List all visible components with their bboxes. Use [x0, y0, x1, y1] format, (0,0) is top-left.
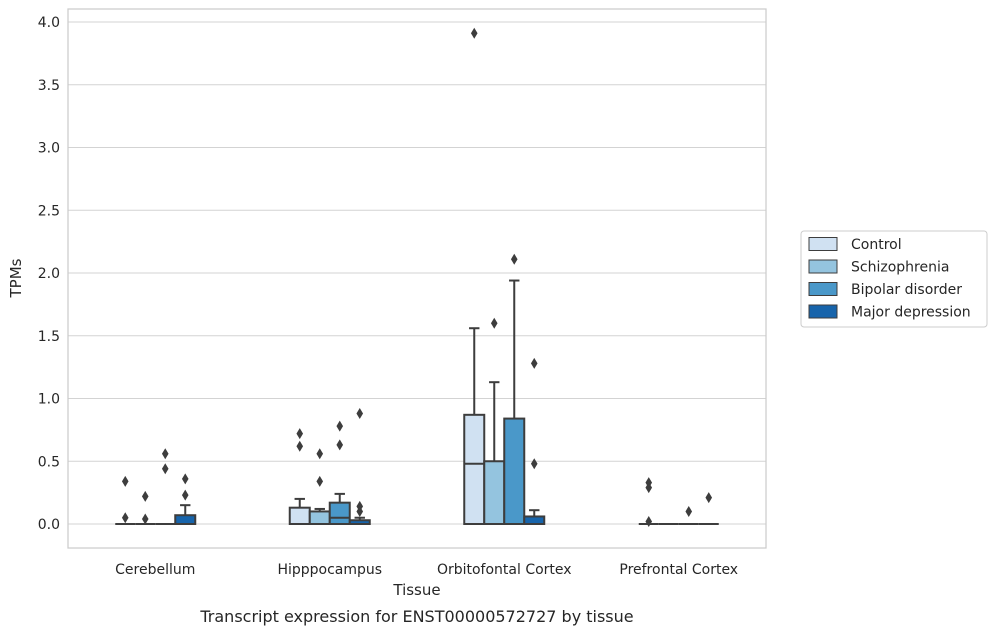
legend-label: Major depression: [851, 305, 971, 321]
grid-lines: [68, 21, 766, 525]
outlier-point: [510, 253, 518, 265]
box: [328, 501, 351, 526]
legend-label: Schizophrenia: [851, 260, 949, 276]
outlier-point: [705, 492, 713, 504]
x-tick-label: Orbitofontal Cortex: [437, 562, 572, 578]
outlier-point: [296, 440, 304, 452]
outlier-point: [336, 439, 344, 451]
y-tick-label: 3.5: [38, 78, 60, 94]
outlier-point: [645, 515, 653, 527]
outlier-point: [181, 473, 189, 485]
y-axis-ticks: 0.0 0.5 1.0 1.5 2.0 2.5 3.0 3.5 4.0: [38, 15, 60, 533]
y-tick-label: 2.0: [38, 266, 60, 282]
x-axis-ticks: Cerebellum Hipppocampus Orbitofontal Corte…: [115, 562, 738, 578]
box: [503, 417, 526, 525]
outlier-point: [316, 448, 324, 460]
y-tick-label: 2.5: [38, 203, 60, 219]
plot-area-frame: [67, 8, 767, 549]
outlier-point: [530, 357, 538, 369]
box-group: [135, 490, 156, 525]
legend-label: Control: [851, 237, 902, 253]
box-group: [463, 27, 486, 525]
outlier-point: [161, 463, 169, 475]
outlier-point: [296, 428, 304, 440]
x-tick-label: Prefrontal Cortex: [619, 562, 738, 578]
box-group: [698, 492, 719, 525]
box-group: [115, 475, 136, 525]
legend-frame: [800, 230, 988, 328]
box-plot-series: [115, 27, 719, 527]
outlier-point: [490, 317, 498, 329]
box: [174, 514, 197, 526]
outlier-point: [685, 505, 693, 517]
outlier-point: [530, 458, 538, 470]
legend: Control Schizophrenia Bipolar disorder Majo…: [800, 230, 988, 328]
chart-caption: Transcript expression for ENST0000057272…: [199, 607, 633, 626]
box-group: [328, 420, 351, 526]
box: [483, 460, 506, 525]
x-axis-label: Tissue: [392, 581, 440, 599]
y-tick-label: 3.0: [38, 141, 60, 157]
box-group: [503, 253, 526, 525]
outlier-point: [181, 489, 189, 501]
box-group: [348, 408, 371, 525]
box-group: [523, 357, 546, 525]
outlier-point: [356, 500, 364, 512]
box: [288, 506, 311, 525]
y-tick-label: 1.5: [38, 329, 60, 345]
outlier-point: [356, 408, 364, 420]
legend-swatch: [808, 282, 838, 296]
outlier-point: [161, 448, 169, 460]
outlier-point: [336, 420, 344, 432]
y-tick-label: 0.0: [38, 517, 60, 533]
outlier-point: [316, 475, 324, 487]
box: [463, 413, 486, 525]
outlier-point: [141, 513, 149, 525]
box-group: [483, 317, 506, 525]
legend-label: Bipolar disorder: [851, 282, 962, 298]
box: [308, 510, 331, 526]
x-tick-label: Hipppocampus: [277, 562, 382, 578]
x-tick-label: Cerebellum: [115, 562, 195, 578]
box-group: [174, 473, 197, 526]
outlier-point: [121, 512, 129, 524]
outlier-point: [470, 27, 478, 39]
legend-swatch: [808, 237, 838, 251]
outlier-point: [121, 475, 129, 487]
y-tick-label: 4.0: [38, 15, 60, 31]
box-group: [678, 505, 699, 525]
box-group: [638, 477, 659, 527]
y-axis-label: TPMs: [7, 258, 25, 298]
box-group: [308, 448, 331, 526]
legend-swatch: [808, 304, 838, 319]
outlier-point: [141, 490, 149, 502]
legend-swatch: [808, 259, 838, 274]
y-tick-label: 1.0: [38, 392, 60, 408]
box-group: [288, 428, 311, 525]
box-group: [155, 448, 176, 525]
outlier-point: [645, 477, 653, 489]
y-tick-label: 0.5: [38, 454, 60, 470]
box: [523, 515, 546, 525]
